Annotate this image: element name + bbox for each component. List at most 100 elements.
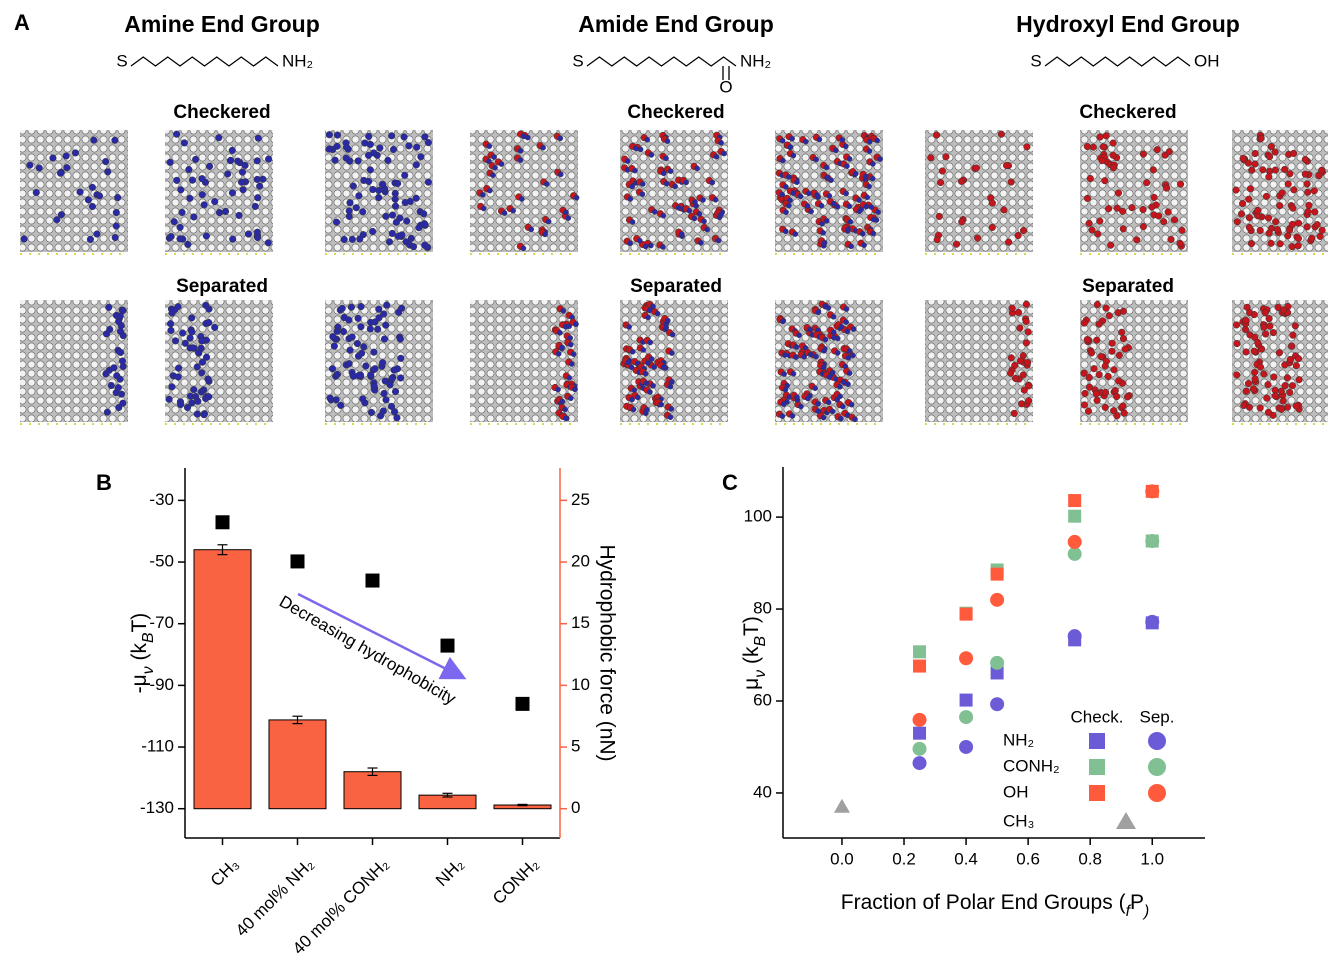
monolayer-render xyxy=(775,300,883,425)
end-group-atom xyxy=(1250,347,1258,355)
end-group-atom xyxy=(1278,189,1286,197)
end-group-atom xyxy=(1256,404,1264,412)
end-group-atom xyxy=(780,318,786,325)
end-group-atom xyxy=(640,181,646,187)
end-group-atom xyxy=(1104,372,1112,380)
end-group-atom xyxy=(935,212,943,220)
row-label: Separated xyxy=(630,276,722,297)
end-group-atom xyxy=(193,363,201,371)
end-group-atom xyxy=(796,332,802,338)
legend-label: NH₂ xyxy=(1003,730,1034,749)
end-group-atom xyxy=(846,203,853,209)
end-group-atom xyxy=(229,235,237,243)
end-group-atom xyxy=(1109,164,1118,172)
point xyxy=(913,659,927,673)
end-group-atom xyxy=(195,349,203,357)
end-group-atom xyxy=(211,323,219,331)
end-group-atom xyxy=(1264,408,1272,416)
end-group-atom xyxy=(204,375,212,383)
end-group-atom xyxy=(1290,149,1298,157)
end-group-atom xyxy=(186,334,194,342)
end-group-atom xyxy=(815,309,821,316)
y-axis-label-part: T) xyxy=(740,616,763,636)
end-group-atom xyxy=(1119,307,1127,315)
end-group-atom xyxy=(557,171,564,178)
end-group-atom xyxy=(1276,240,1284,248)
end-group-atom xyxy=(952,240,961,248)
end-group-atom xyxy=(105,303,113,311)
formula-atom: S xyxy=(572,51,583,70)
end-group-atom xyxy=(793,354,799,360)
end-group-atom xyxy=(374,325,382,333)
end-group-atom xyxy=(988,199,996,207)
end-group-atom xyxy=(1281,165,1289,173)
row-label: Checkered xyxy=(1079,102,1176,123)
end-group-atom xyxy=(1011,361,1019,369)
end-group-atom xyxy=(850,326,857,332)
end-group-atom xyxy=(1110,407,1118,415)
end-group-atom xyxy=(239,186,247,194)
end-group-atom xyxy=(167,326,175,334)
end-group-atom xyxy=(360,176,368,184)
end-group-atom xyxy=(1164,208,1172,216)
end-group-atom xyxy=(380,310,388,318)
end-group-atom xyxy=(972,164,980,172)
end-group-atom xyxy=(1010,409,1018,417)
end-group-atom xyxy=(1232,186,1240,194)
end-group-atom xyxy=(1000,206,1008,214)
end-group-atom xyxy=(808,208,814,215)
end-group-atom xyxy=(95,192,104,200)
end-group-atom xyxy=(362,362,370,370)
end-group-atom xyxy=(1099,143,1107,151)
end-group-atom xyxy=(197,388,205,396)
end-group-atom xyxy=(843,306,850,312)
end-group-atom xyxy=(173,130,181,138)
end-group-atom xyxy=(56,169,65,177)
end-group-atom xyxy=(1016,324,1024,332)
end-group-atom xyxy=(1233,371,1241,379)
end-group-atom xyxy=(1315,171,1323,180)
end-group-atom xyxy=(198,358,207,366)
end-group-atom xyxy=(1301,170,1309,178)
end-group-atom xyxy=(184,240,192,248)
end-group-atom xyxy=(1265,229,1273,237)
point xyxy=(959,651,974,666)
end-group-atom xyxy=(490,172,496,179)
end-group-atom xyxy=(1257,134,1265,142)
end-group-atom xyxy=(648,356,655,362)
end-group-atom xyxy=(234,157,242,165)
end-group-atom xyxy=(1232,321,1241,329)
end-group-atom xyxy=(166,320,175,328)
end-group-atom xyxy=(200,201,208,209)
x-tick-label: CONH₂ xyxy=(489,855,542,908)
end-group-atom xyxy=(1081,389,1089,397)
point xyxy=(1067,534,1082,549)
end-group-atom xyxy=(1256,226,1264,235)
end-group-atom xyxy=(1265,315,1273,323)
error-bar xyxy=(217,544,228,556)
end-group-atom xyxy=(487,187,493,194)
x-tick-label: 0.2 xyxy=(892,849,916,868)
end-group-atom xyxy=(174,364,183,372)
end-group-atom xyxy=(1295,376,1303,384)
monolayer-render xyxy=(470,300,579,425)
end-group-atom xyxy=(119,332,127,340)
end-group-atom xyxy=(650,303,656,310)
end-group-atom xyxy=(400,133,408,141)
end-group-atom xyxy=(200,411,208,419)
end-group-atom xyxy=(57,211,65,219)
end-group-atom xyxy=(820,364,827,371)
y2-axis-label: Hydrophobic force (nN) xyxy=(595,544,618,761)
end-group-atom xyxy=(251,202,259,210)
end-group-atom xyxy=(1025,397,1033,405)
end-group-atom xyxy=(193,410,201,418)
end-group-atom xyxy=(644,406,650,413)
end-group-atom xyxy=(658,401,664,408)
end-group-atom xyxy=(1115,377,1123,385)
end-group-atom xyxy=(354,372,363,380)
end-group-atom xyxy=(190,386,198,394)
end-group-atom xyxy=(834,203,841,210)
end-group-atom xyxy=(573,194,580,201)
end-group-atom xyxy=(117,348,125,356)
end-group-atom xyxy=(1086,174,1094,183)
